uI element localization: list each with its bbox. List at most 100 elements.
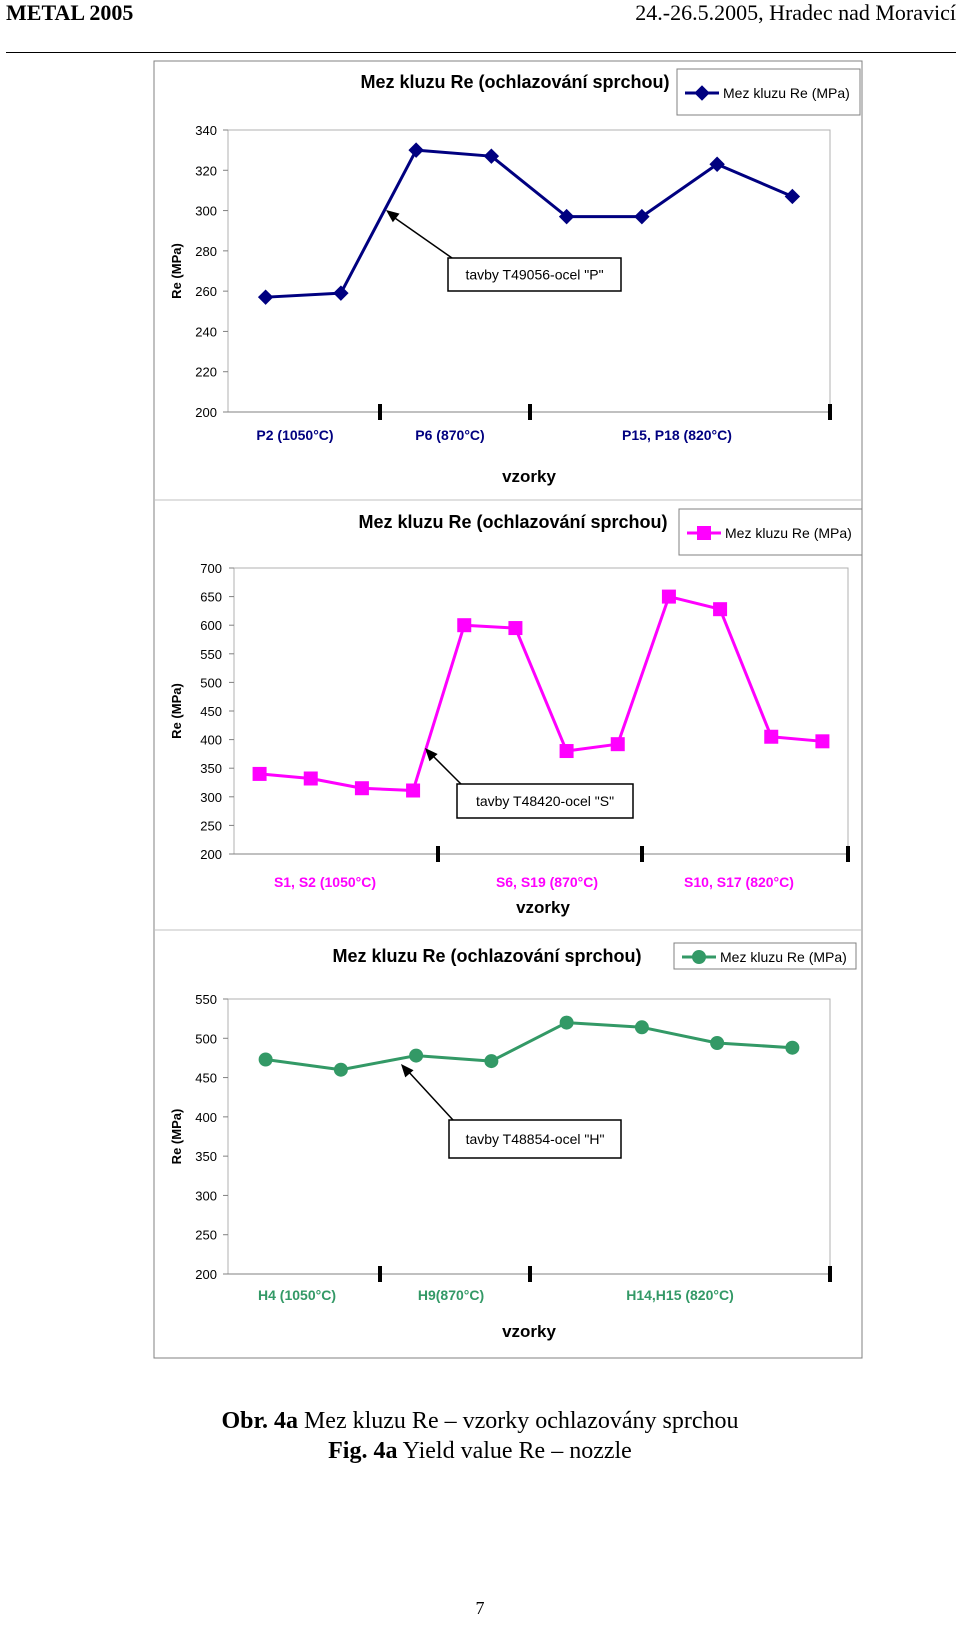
data-point-marker <box>303 771 318 786</box>
y-tick-label: 650 <box>200 590 222 605</box>
data-point-marker <box>634 1020 649 1035</box>
y-tick-label: 320 <box>195 163 217 178</box>
data-point-marker <box>409 1048 424 1063</box>
data-point-marker <box>484 1054 499 1069</box>
data-point-marker <box>483 148 500 164</box>
data-point-marker <box>406 783 421 798</box>
y-tick-label: 250 <box>200 818 222 833</box>
data-point-marker <box>764 729 779 744</box>
y-tick-label: 700 <box>200 561 222 576</box>
data-point-marker <box>408 142 424 158</box>
data-point-marker <box>457 618 472 633</box>
annotation-arrow-line <box>406 1069 454 1121</box>
data-point-marker <box>709 156 725 172</box>
y-tick-label: 550 <box>195 992 217 1007</box>
data-point-marker <box>559 1015 574 1030</box>
data-point-marker <box>784 188 801 205</box>
x-group-label: S10, S17 (820°C) <box>684 874 794 890</box>
y-tick-label: 250 <box>195 1228 217 1243</box>
annotation-text: tavby T49056-ocel "P" <box>465 267 603 283</box>
annotation-box <box>448 1119 622 1159</box>
caption-english-text: Yield value Re – nozzle <box>397 1438 632 1464</box>
y-tick-label: 300 <box>200 790 222 805</box>
y-tick-label: 220 <box>195 365 217 380</box>
chart-title: Mez kluzu Re (ochlazování sprchou) <box>332 946 641 966</box>
series-line <box>265 148 793 299</box>
data-point-marker <box>785 1040 800 1055</box>
y-axis-label: Re (MPa) <box>169 683 184 739</box>
data-point-marker <box>508 621 523 636</box>
legend-label: Mez kluzu Re (MPa) <box>725 525 852 541</box>
x-group-label: H14,H15 (820°C) <box>626 1287 734 1303</box>
annotation-box <box>456 783 634 819</box>
y-tick-label: 280 <box>195 244 217 259</box>
y-tick-label: 400 <box>200 733 222 748</box>
data-point-marker <box>558 208 575 225</box>
chart-2: Mez kluzu Re (ochlazování sprchou) Mez kl… <box>169 508 863 917</box>
data-point-marker <box>354 781 369 796</box>
y-tick-label: 500 <box>195 1031 217 1046</box>
annotation-arrow-line <box>391 215 453 259</box>
y-tick-label: 300 <box>195 1188 217 1203</box>
data-point-marker <box>252 766 267 781</box>
y-tick-label: 450 <box>200 704 222 719</box>
y-tick-label: 350 <box>195 1149 217 1164</box>
charts-outer-frame <box>153 60 863 1359</box>
annotation-arrow-head <box>425 748 438 762</box>
y-axis-label: Re (MPa) <box>169 1109 184 1165</box>
conference-title: METAL 2005 <box>6 0 134 25</box>
chart-title: Mez kluzu Re (ochlazování sprchou) <box>358 512 667 532</box>
caption-english-prefix: Fig. 4a <box>328 1438 398 1464</box>
chart-legend: Mez kluzu Re (MPa) <box>678 508 863 556</box>
x-group-label: S6, S19 (870°C) <box>496 874 598 890</box>
header-rule <box>6 52 956 53</box>
x-group-label: H4 (1050°C) <box>258 1287 336 1303</box>
data-point-marker <box>610 737 625 752</box>
annotation-arrow-line <box>430 753 462 785</box>
legend-label: Mez kluzu Re (MPa) <box>720 949 847 965</box>
caption-czech-text: Mez kluzu Re – vzorky ochlazovány sprcho… <box>297 1408 739 1434</box>
data-point-marker <box>333 285 349 301</box>
data-point-marker <box>710 1036 725 1050</box>
y-axis-label: Re (MPa) <box>169 243 184 299</box>
caption-line-1: Obr. 4a Mez kluzu Re – vzorky ochlazován… <box>0 1408 960 1435</box>
annotation-box <box>447 257 622 292</box>
chart-title: Mez kluzu Re (ochlazování sprchou) <box>360 72 669 92</box>
x-group-label: P2 (1050°C) <box>256 427 333 443</box>
caption-czech-prefix: Obr. 4a <box>221 1408 298 1434</box>
page-number: 7 <box>475 1598 485 1618</box>
y-tick-label: 200 <box>195 1267 217 1282</box>
series-line <box>265 1021 793 1072</box>
data-point-marker <box>634 208 650 225</box>
y-tick-label: 200 <box>195 405 217 420</box>
conference-date-place: 24.-26.5.2005, Hradec nad Moravicí <box>635 0 956 25</box>
y-tick-label: 600 <box>200 618 222 633</box>
y-tick-label: 500 <box>200 675 222 690</box>
y-tick-label: 550 <box>200 647 222 662</box>
data-point-marker <box>333 1062 348 1077</box>
annotation-arrow-head <box>386 210 400 223</box>
x-group-label: H9(870°C) <box>418 1287 484 1303</box>
data-point-marker <box>257 289 274 305</box>
series-line <box>259 595 823 793</box>
x-axis-label: vzorky <box>516 898 570 917</box>
legend-marker-swatch <box>697 526 711 540</box>
data-point-marker <box>661 589 676 604</box>
x-group-label: S1, S2 (1050°C) <box>274 874 376 890</box>
chart-1: Mez kluzu Re (ochlazování sprchou) Mez kl… <box>169 68 861 486</box>
y-tick-label: 240 <box>195 324 217 339</box>
x-axis-label: vzorky <box>502 467 556 486</box>
chart-legend: Mez kluzu Re (MPa) <box>673 942 857 970</box>
x-group-label: P15, P18 (820°C) <box>622 427 732 443</box>
annotation-text: tavby T48854-ocel "H" <box>466 1131 605 1147</box>
data-point-marker <box>258 1052 273 1067</box>
x-axis-label: vzorky <box>502 1322 556 1341</box>
x-group-label: P6 (870°C) <box>415 427 484 443</box>
chart-3: Mez kluzu Re (ochlazování sprchou) Mez kl… <box>169 942 857 1341</box>
chart-legend: Mez kluzu Re (MPa) <box>676 68 861 116</box>
annotation-text: tavby T48420-ocel "S" <box>476 793 614 809</box>
y-tick-label: 260 <box>195 284 217 299</box>
data-point-marker <box>815 734 830 749</box>
annotation-arrow-head <box>401 1064 414 1078</box>
